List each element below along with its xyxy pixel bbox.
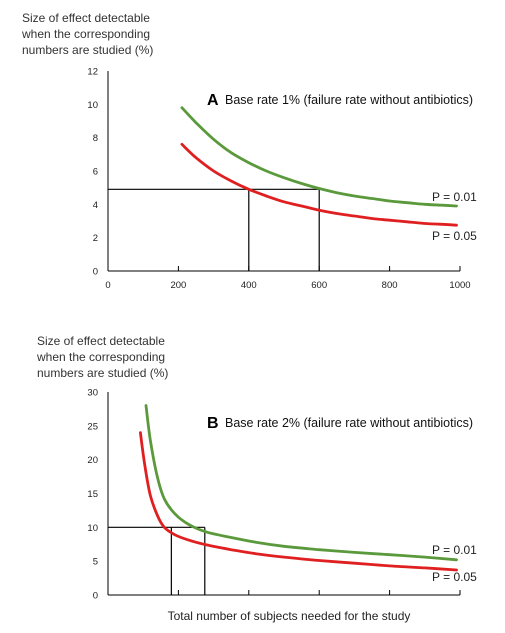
chart-b-panel-letter: B bbox=[207, 415, 219, 432]
chart-a-y-tick-label: 4 bbox=[93, 200, 98, 211]
chart-b-y-tick-label: 0 bbox=[93, 591, 98, 602]
chart-a-title: Base rate 1% (failure rate without antib… bbox=[225, 93, 473, 107]
chart-b-series-label: P = 0.05 bbox=[432, 570, 477, 584]
chart-a-x-tick-label: 200 bbox=[170, 280, 186, 291]
chart-b-y-tick-label: 10 bbox=[87, 523, 98, 534]
chart-a-series-label: P = 0.05 bbox=[432, 229, 477, 243]
chart-a-x-tick-label: 400 bbox=[241, 280, 257, 291]
chart-a-y-axis-label-line: when the corresponding bbox=[21, 27, 150, 41]
chart-b-y-axis-label-line: Size of effect detectable bbox=[37, 334, 165, 348]
chart-a-y-axis-label-line: Size of effect detectable bbox=[22, 11, 150, 25]
chart-b-title: Base rate 2% (failure rate without antib… bbox=[225, 416, 473, 430]
chart-a-panel-letter: A bbox=[207, 92, 219, 109]
chart-b-y-tick-label: 25 bbox=[87, 421, 98, 432]
chart-b-series-line-p005 bbox=[139, 431, 458, 572]
chart-b-y-tick-label: 5 bbox=[93, 557, 98, 568]
chart-a-series-line-p005 bbox=[180, 142, 458, 227]
chart-b-y-tick-label: 30 bbox=[87, 388, 98, 399]
chart-a-y-tick-label: 12 bbox=[87, 67, 98, 78]
chart-a-x-tick-label: 600 bbox=[311, 280, 327, 291]
chart-b-y-axis-label-line: numbers are studied (%) bbox=[37, 366, 168, 380]
chart-b-series-line-p001 bbox=[144, 404, 458, 562]
chart-a-y-tick-label: 6 bbox=[93, 167, 98, 178]
chart-a-y-tick-label: 8 bbox=[93, 133, 98, 144]
chart-a-y-tick-label: 0 bbox=[93, 267, 98, 278]
chart-a-x-tick-label: 1000 bbox=[449, 280, 470, 291]
chart-a-y-tick-label: 2 bbox=[93, 233, 98, 244]
chart-b-series-label: P = 0.01 bbox=[432, 543, 477, 557]
chart-a-series-line-p001 bbox=[180, 106, 458, 208]
chart-a-x-tick-label: 800 bbox=[382, 280, 398, 291]
chart-a-y-tick-label: 10 bbox=[87, 100, 98, 111]
chart-b-x-axis-label: Total number of subjects needed for the … bbox=[168, 609, 411, 623]
chart-a-series-label: P = 0.01 bbox=[432, 190, 477, 204]
chart-b-y-tick-label: 20 bbox=[87, 455, 98, 466]
chart-a-x-tick-label: 0 bbox=[105, 280, 110, 291]
chart-b-y-axis-label-line: when the corresponding bbox=[36, 350, 165, 364]
chart-a-y-axis-label-line: numbers are studied (%) bbox=[22, 43, 153, 57]
chart-b-y-tick-label: 15 bbox=[87, 489, 98, 500]
